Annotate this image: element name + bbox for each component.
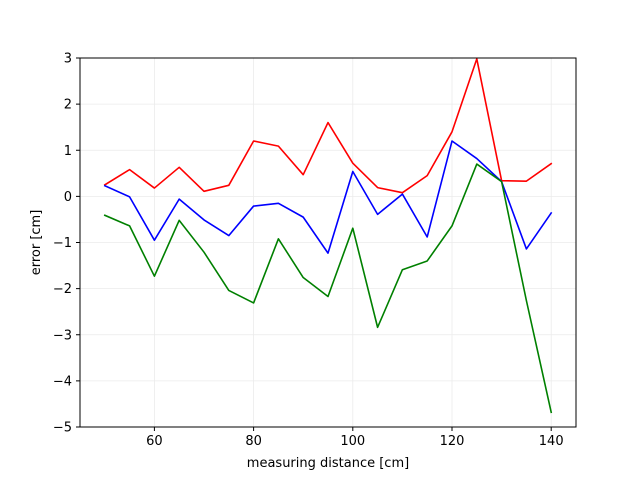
grid: [80, 57, 576, 428]
y-tick-label: 1: [64, 144, 72, 159]
x-tick-label: 60: [146, 434, 163, 449]
y-axis-label: error [cm]: [29, 210, 44, 276]
y-tick-label: −5: [53, 421, 72, 436]
y-tick-label: −4: [53, 374, 72, 389]
x-tick-label: 120: [440, 434, 465, 449]
y-tick-label: 3: [64, 52, 72, 67]
y-tick-label: 2: [64, 98, 72, 113]
x-tick-label: 140: [539, 434, 564, 449]
x-axis-label: measuring distance [cm]: [247, 456, 409, 471]
x-tick-label: 100: [340, 434, 365, 449]
x-tick-label: 80: [245, 434, 262, 449]
series-line-1: [103, 58, 553, 194]
series-group: [103, 58, 553, 414]
x-axis: 60 80 100 120 140: [146, 427, 564, 449]
y-tick-label: −3: [53, 328, 72, 343]
y-tick-label: −1: [53, 236, 72, 251]
y-tick-label: −2: [53, 282, 72, 297]
series-line-3: [103, 163, 553, 414]
y-tick-label: 0: [64, 190, 72, 205]
series-line-2: [103, 140, 553, 254]
y-axis: −5 −4 −3 −2 −1 0 1 2 3: [53, 52, 80, 436]
